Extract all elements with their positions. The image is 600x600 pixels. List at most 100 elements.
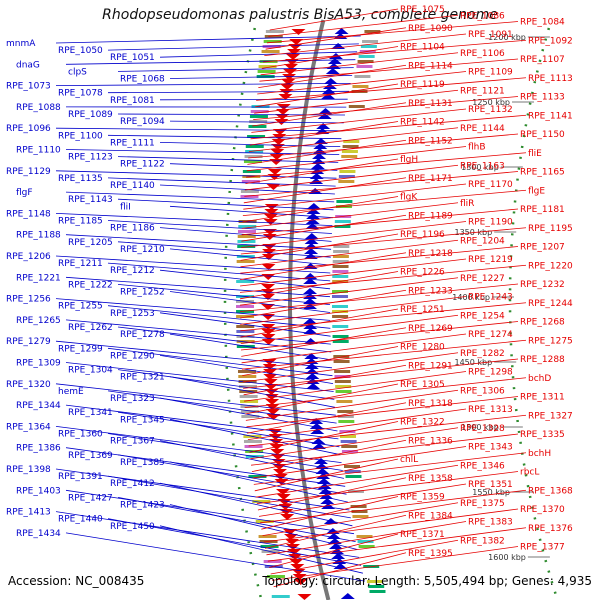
reverse-label-connector (265, 514, 407, 549)
forward-label-connector (117, 67, 354, 72)
forward-label-connector (65, 319, 331, 345)
reverse-label-connector (253, 96, 519, 120)
forward-feature-block (338, 180, 355, 183)
forward-gene-arrow (323, 78, 338, 84)
forward-gene-arrow (328, 543, 343, 549)
reverse-gene-arrow (291, 29, 306, 35)
forward-label-connector (107, 390, 337, 424)
forward-gene-label: RPE_1068 (120, 75, 165, 85)
forward-feature-block (348, 105, 365, 108)
reverse-gene-label: RPE_1141 (528, 111, 573, 121)
forward-gene-arrow (315, 468, 330, 474)
reverse-gene-arrow (281, 79, 296, 85)
scale-mark-label: 1200 kbp (488, 33, 526, 42)
reverse-label-connector (247, 402, 407, 434)
reverse-gene-label: RPE_1306 (460, 386, 505, 396)
reverse-feature-block (263, 40, 282, 43)
reverse-feature-block (261, 50, 280, 53)
reverse-label-connector (263, 508, 519, 543)
reverse-gene-arrow (297, 594, 312, 600)
reverse-label-connector (269, 533, 399, 568)
reverse-gene-label: RPE_1383 (468, 518, 513, 528)
reverse-feature-block (242, 170, 261, 173)
forward-label-connector (169, 504, 358, 550)
reverse-label-connector (248, 133, 519, 159)
reverse-gene-label: RPE_1195 (528, 224, 573, 234)
forward-gene-label: RPE_1434 (16, 529, 61, 539)
reverse-gene-label: RPE_1218 (408, 249, 453, 259)
reverse-gene-arrow (262, 364, 277, 370)
reverse-gene-arrow (286, 544, 301, 550)
reverse-gene-label: RPE_1351 (468, 480, 513, 490)
forward-label-connector (107, 347, 333, 377)
forward-feature-block (335, 385, 352, 388)
forward-feature-block (369, 590, 386, 593)
reverse-gene-arrow (283, 69, 298, 75)
forward-gene-label: RPE_1096 (6, 124, 51, 134)
forward-gene-arrow (340, 593, 355, 599)
forward-gene-arrow (313, 138, 328, 144)
reverse-label-connector (242, 189, 527, 216)
forward-label-connector (107, 305, 331, 329)
reverse-gene-label: RPE_1346 (460, 461, 505, 471)
forward-label-connector (107, 220, 332, 234)
reverse-feature-block (237, 230, 256, 233)
forward-gene-label: clpS (68, 67, 87, 77)
reverse-gene-label: RPE_1322 (400, 418, 445, 428)
forward-feature-block (340, 440, 357, 443)
forward-gene-label: RPE_1211 (58, 259, 103, 269)
forward-gene-label: RPE_1265 (16, 316, 61, 326)
reverse-label-connector (240, 239, 459, 268)
reverse-gene-label: RPE_1109 (468, 68, 513, 78)
reverse-feature-block (260, 545, 279, 548)
reverse-gene-arrow (287, 49, 302, 55)
reverse-gene-label: RPE_1142 (400, 118, 445, 128)
forward-feature-block (332, 270, 349, 273)
forward-gene-arrow (309, 418, 324, 424)
forward-feature-block (352, 515, 369, 518)
forward-label-connector (159, 312, 331, 337)
reverse-gene-label: RPE_1368 (528, 486, 573, 496)
reverse-label-connector (243, 364, 407, 396)
reverse-label-connector (240, 302, 527, 332)
reverse-gene-label: RPE_1131 (408, 99, 453, 109)
forward-gene-label: RPE_1051 (110, 53, 155, 63)
reverse-feature-block (238, 375, 257, 378)
reverse-label-connector (244, 171, 519, 197)
forward-feature-block (334, 370, 351, 373)
reverse-feature-block (241, 180, 260, 183)
forward-feature-block (368, 585, 385, 588)
reverse-label-connector (251, 433, 519, 466)
reverse-gene-label: RPE_1106 (460, 49, 505, 59)
reverse-gene-label: RPE_1227 (460, 274, 505, 284)
reverse-gene-arrow (261, 284, 276, 290)
forward-label-connector (159, 269, 331, 290)
forward-gene-label: RPE_1188 (16, 231, 61, 241)
forward-gene-label: RPE_1440 (58, 515, 103, 525)
reverse-gene-label: RPE_1336 (408, 436, 453, 446)
reverse-gene-label: RPE_1291 (408, 361, 453, 371)
reverse-gene-label: bchH (528, 449, 551, 459)
reverse-label-connector (241, 339, 527, 370)
reverse-label-connector (260, 52, 459, 76)
forward-label-connector (159, 51, 358, 58)
forward-gene-label: fliI (120, 202, 131, 212)
reverse-gene-arrow (272, 134, 287, 140)
reverse-feature-block (244, 155, 263, 158)
forward-feature-block (366, 580, 383, 583)
forward-gene-arrow (331, 553, 346, 559)
reverse-gene-label: chlL (400, 455, 418, 465)
forward-feature-block (338, 175, 355, 178)
forward-feature-block (339, 170, 356, 173)
reverse-gene-label: RPE_1190 (468, 218, 513, 228)
reverse-label-connector (244, 377, 527, 408)
forward-gene-label: RPE_1252 (120, 288, 165, 298)
forward-label-connector (65, 276, 331, 298)
forward-gene-label: RPE_1253 (110, 309, 155, 319)
reverse-label-connector (248, 414, 527, 447)
forward-gene-label: RPE_1364 (6, 422, 51, 432)
forward-gene-label: RPE_1309 (16, 359, 61, 369)
reverse-label-connector (243, 358, 519, 389)
forward-gene-label: RPE_1078 (58, 89, 103, 99)
reverse-gene-label: RPE_1150 (520, 130, 565, 140)
